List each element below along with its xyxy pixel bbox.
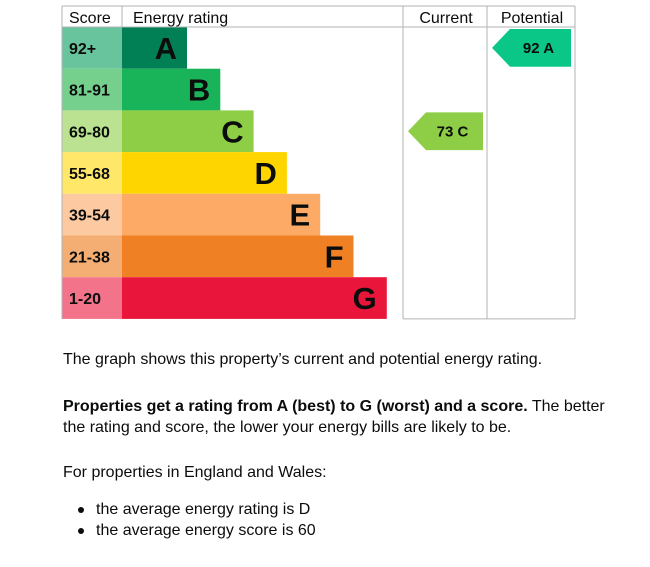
list-item: the average energy rating is D (63, 499, 316, 520)
score-range-f: 21-38 (69, 249, 110, 266)
rating-bar-c (122, 110, 254, 153)
score-cell-b (62, 68, 122, 111)
rating-letter-a: A (155, 31, 177, 66)
score-column-header: Score (69, 10, 111, 27)
rating-explanation-paragraph: Properties get a rating from A (best) to… (63, 396, 623, 438)
average-intro-paragraph: For properties in England and Wales: (63, 462, 623, 483)
rating-letter-d: D (255, 156, 277, 191)
rating-bar-a (122, 27, 187, 69)
rating-bar-f (122, 235, 354, 278)
rating-markers: 73 C 92 A (408, 29, 571, 151)
rating-bar-g (122, 277, 387, 319)
score-range-c: 69-80 (69, 124, 110, 141)
score-cell-d (62, 152, 122, 194)
intro-paragraph: The graph shows this property’s current … (63, 349, 623, 370)
rating-letter-c: C (221, 114, 243, 149)
energy-rating-chart: 92+ A81-91 B69-80 C55-68 D39-54 E21-38 F1-20 G … (61, 5, 576, 320)
score-cell-c (62, 110, 122, 153)
score-range-e: 39-54 (69, 208, 110, 225)
rating-letter-g: G (353, 281, 377, 316)
score-cell-f (62, 235, 122, 278)
potential-column-header: Potential (501, 10, 563, 27)
potential-rating-label: 92 A (523, 40, 554, 57)
score-range-b: 81-91 (69, 83, 110, 100)
rating-bands: 92+ A 81-91 B 69-80 C 55-68 D 39-54 E 21-38 F 1-20 G (62, 27, 387, 319)
current-rating-label: 73 C (437, 123, 469, 140)
chart-gridlines (61, 5, 576, 320)
current-column-header: Current (419, 10, 473, 27)
score-range-d: 55-68 (69, 166, 110, 183)
potential-rating-arrow (492, 29, 571, 67)
average-list: the average energy rating is D the avera… (63, 499, 316, 541)
rating-bar-b (122, 68, 221, 111)
intro-text: The graph shows this property’s current … (63, 351, 543, 368)
score-range-a: 92+ (69, 41, 96, 58)
rating-letter-e: E (290, 198, 311, 233)
score-cell-e (62, 193, 122, 236)
score-cell-a (62, 27, 122, 69)
list-item: the average energy score is 60 (63, 520, 316, 541)
average-intro-text: For properties in England and Wales: (63, 464, 327, 481)
rating-letter-b: B (188, 73, 210, 108)
score-cell-g (62, 277, 122, 319)
rating-bar-d (122, 152, 287, 194)
energy-rating-column-header: Energy rating (133, 10, 228, 27)
current-rating-arrow (408, 112, 483, 151)
rating-letter-f: F (325, 239, 344, 274)
chart-header: Score Energy rating Current Potential (69, 10, 563, 27)
rating-bar-e (122, 193, 321, 236)
rating-explanation-rest: The better the rating and score, the low… (63, 398, 605, 436)
rating-explanation-bold: Properties get a rating from A (best) to… (63, 398, 528, 415)
score-range-g: 1-20 (69, 291, 101, 308)
